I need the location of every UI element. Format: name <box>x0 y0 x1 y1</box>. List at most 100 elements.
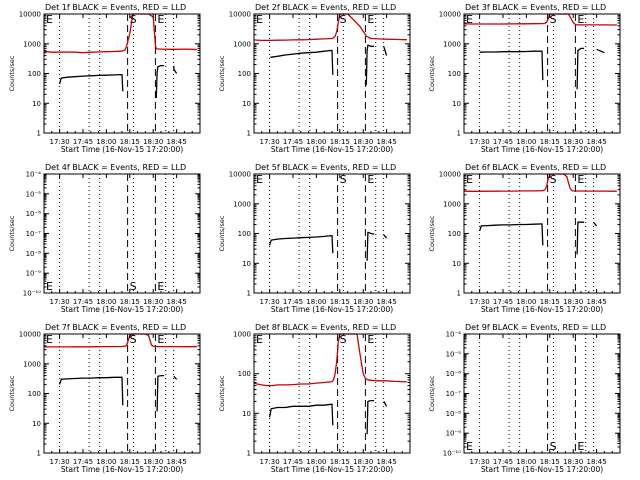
panel-5-x-axis-label: Start Time (16-Nov-15 17:20:00) <box>271 305 393 314</box>
panel-5-y-tick-label: 1000 <box>233 200 251 208</box>
panel-8-edge-end-marker: E <box>256 333 263 346</box>
panel-7-start-marker: S <box>130 333 137 346</box>
panel-4-start-marker: S <box>130 280 137 293</box>
panel-9-y-tick-label: 10⁻⁶ <box>446 370 462 378</box>
panel-6-y-tick-label: 10 <box>452 260 461 268</box>
panel-9-title: Det 9f BLACK = Events, RED = LLD <box>465 323 606 332</box>
panel-1-y-tick-label: 1 <box>37 130 41 138</box>
panel-2: Det 2f BLACK = Events, RED = LLD 17:30 17:… <box>218 3 411 154</box>
panel-9-x-axis-label: Start Time (16-Nov-15 17:20:00) <box>481 465 603 474</box>
panel-1-y-tick-label: 100 <box>28 70 41 78</box>
panel-4-x-tick-label: 17:45 <box>73 298 93 306</box>
panel-1-title: Det 1f BLACK = Events, RED = LLD <box>45 3 186 12</box>
panel-6-x-tick-label: 18:00 <box>516 298 536 306</box>
panel-1-y-tick-label: 1000 <box>23 40 41 48</box>
panel-2-x-tick-label: 17:45 <box>283 138 303 146</box>
panel-7-y-axis-label: Counts/sec <box>8 375 16 411</box>
panel-8-end-marker: E <box>367 333 374 346</box>
panel-5-x-tick-label: 18:00 <box>306 298 326 306</box>
panel-9-edge-end-marker: E <box>466 440 473 453</box>
panel-4-edge-end-marker: E <box>46 280 53 293</box>
panel-3-x-tick-label: 17:45 <box>493 138 513 146</box>
panel-1-events-line <box>58 64 178 99</box>
panel-5-x-tick-label: 18:45 <box>377 298 397 306</box>
panel-4-y-axis-label: Counts/sec <box>8 215 16 251</box>
panel-3-events-line <box>479 47 605 90</box>
panel-1-x-tick-label: 18:30 <box>143 138 163 146</box>
panel-9-y-tick-label: 10⁻¹⁰ <box>443 450 461 458</box>
panel-4-y-tick-label: 10⁻⁹ <box>26 270 42 278</box>
panel-1-x-axis-label: Start Time (16-Nov-15 17:20:00) <box>61 145 183 154</box>
panel-1-x-tick-label: 17:45 <box>73 138 93 146</box>
panel-9-x-tick-label: 18:00 <box>516 458 536 466</box>
panel-4-y-tick-label: 10⁻¹⁰ <box>23 290 41 298</box>
panel-6-x-tick-label: 17:30 <box>470 298 490 306</box>
panel-2-y-tick-label: 1 <box>247 130 251 138</box>
panel-5-x-tick-label: 17:45 <box>283 298 303 306</box>
panel-6-title: Det 6f BLACK = Events, RED = LLD <box>465 163 606 172</box>
panel-3-x-tick-label: 18:15 <box>540 138 560 146</box>
panel-3-x-axis-label: Start Time (16-Nov-15 17:20:00) <box>481 145 603 154</box>
panel-2-x-tick-label: 18:00 <box>306 138 326 146</box>
panel-8-x-tick-label: 18:30 <box>353 458 373 466</box>
panel-4-x-tick-label: 18:30 <box>143 298 163 306</box>
panel-6-y-tick-label: 1000 <box>443 200 461 208</box>
panel-7-x-tick-label: 17:45 <box>73 458 93 466</box>
panel-8-x-tick-label: 17:45 <box>283 458 303 466</box>
panel-3-lld-line <box>463 13 617 26</box>
panel-7-lld-line <box>43 333 197 348</box>
panel-7-end-marker: E <box>157 333 164 346</box>
panel-3-x-tick-label: 17:30 <box>470 138 490 146</box>
panel-4-y-tick-label: 10⁻⁸ <box>26 250 42 258</box>
panel-2-end-marker: E <box>367 13 374 26</box>
panel-7-y-tick-label: 10 <box>32 420 41 428</box>
panel-8-lld-line <box>253 333 407 387</box>
panel-9-y-tick-label: 10⁻⁵ <box>446 350 462 358</box>
panel-4-title: Det 4f BLACK = Events, RED = LLD <box>45 163 186 172</box>
panel-9-start-marker: S <box>550 440 557 453</box>
panel-9-x-tick-label: 17:30 <box>470 458 490 466</box>
panel-6: Det 6f BLACK = Events, RED = LLD 17:30 17:… <box>428 163 621 314</box>
panel-5-title: Det 5f BLACK = Events, RED = LLD <box>255 163 396 172</box>
panel-2-lld-line <box>253 13 407 42</box>
panel-8-y-tick-label: 10 <box>242 410 251 418</box>
panel-3: Det 3f BLACK = Events, RED = LLD 17:30 17:… <box>428 3 621 154</box>
panel-3-title: Det 3f BLACK = Events, RED = LLD <box>465 3 606 12</box>
panel-9-x-tick-label: 18:15 <box>540 458 560 466</box>
panel-6-y-tick-label: 100 <box>448 230 461 238</box>
panel-9-y-tick-label: 10⁻⁸ <box>446 410 462 418</box>
panel-5-y-axis-label: Counts/sec <box>218 215 226 251</box>
panel-9-y-axis-label: Counts/sec <box>428 375 436 411</box>
panel-3-y-tick-label: 1000 <box>443 40 461 48</box>
panel-7-x-tick-label: 18:45 <box>167 458 187 466</box>
panel-9-x-tick-label: 18:45 <box>587 458 607 466</box>
panel-5-x-tick-label: 18:30 <box>353 298 373 306</box>
panel-5-y-tick-label: 100 <box>238 230 251 238</box>
panel-2-start-marker: S <box>340 13 347 26</box>
panel-8-y-tick-label: 1000 <box>233 331 251 339</box>
panel-1-x-tick-label: 18:15 <box>120 138 140 146</box>
panel-7-events-line <box>58 374 178 412</box>
panel-5-y-tick-label: 1 <box>247 290 251 298</box>
panel-3-y-tick-label: 10 <box>452 100 461 108</box>
panel-5-edge-end-marker: E <box>256 173 263 186</box>
panel-7-y-tick-label: 1 <box>37 450 41 458</box>
panel-7-x-axis-label: Start Time (16-Nov-15 17:20:00) <box>61 465 183 474</box>
panel-2-y-tick-label: 10000 <box>229 11 251 19</box>
panel-8-x-tick-label: 18:45 <box>377 458 397 466</box>
panel-3-y-tick-label: 1 <box>457 130 461 138</box>
panel-4-x-tick-label: 18:45 <box>167 298 187 306</box>
panel-2-y-tick-label: 100 <box>238 70 251 78</box>
panel-3-x-tick-label: 18:45 <box>587 138 607 146</box>
panel-7-title: Det 7f BLACK = Events, RED = LLD <box>45 323 186 332</box>
panel-7-x-tick-label: 18:15 <box>120 458 140 466</box>
panel-5: Det 5f BLACK = Events, RED = LLD 17:30 17:… <box>218 163 411 314</box>
panel-7-x-tick-label: 18:00 <box>96 458 116 466</box>
panel-1-x-tick-label: 18:45 <box>167 138 187 146</box>
panel-9-plot-frame <box>463 333 621 454</box>
panel-6-x-tick-label: 17:45 <box>493 298 513 306</box>
panel-1-x-tick-label: 17:30 <box>50 138 70 146</box>
panel-4-y-tick-label: 10⁻⁴ <box>26 171 42 179</box>
panel-5-start-marker: S <box>340 173 347 186</box>
